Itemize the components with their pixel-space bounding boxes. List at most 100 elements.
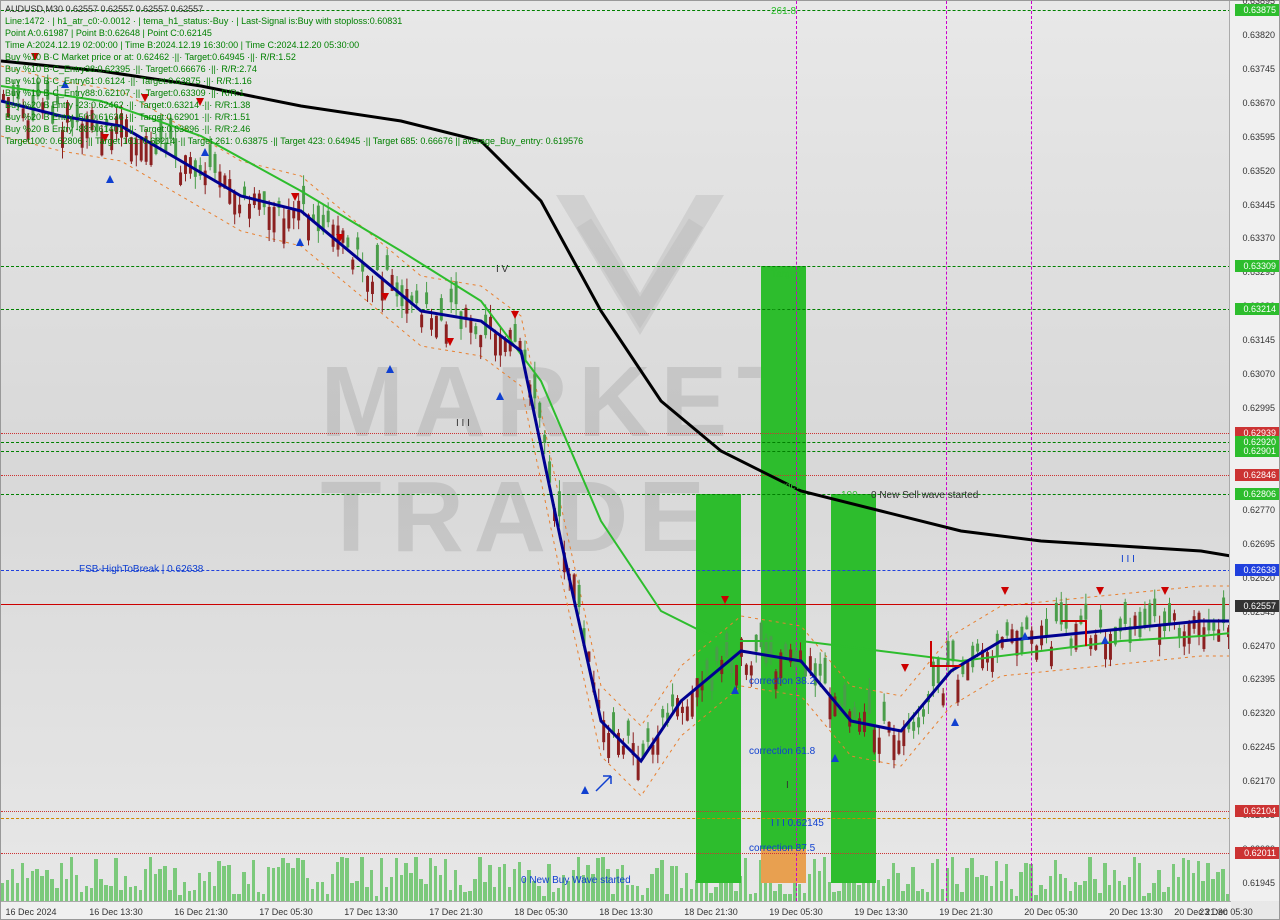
volume-bar (1157, 870, 1160, 901)
volume-bar (655, 868, 658, 901)
arrow-up-icon (951, 718, 959, 726)
y-tick: 0.63670 (1242, 98, 1275, 108)
volume-bar (114, 858, 117, 901)
volume-bar (1197, 861, 1200, 901)
volume-bar (1123, 885, 1126, 901)
y-tick: 0.63820 (1242, 30, 1275, 40)
volume-bar (631, 885, 634, 901)
volume-bar (503, 864, 506, 901)
orange-box (761, 849, 806, 883)
volume-bar (665, 894, 668, 901)
volume-bar (404, 863, 407, 901)
volume-bar (45, 870, 48, 901)
target-box (831, 494, 876, 883)
annotation-label: I (786, 780, 789, 791)
annotation-label: I I I 0.62145 (771, 818, 824, 829)
volume-bar (714, 887, 717, 901)
target-box (761, 266, 806, 883)
volume-bar (129, 887, 132, 901)
volume-bar (168, 890, 171, 901)
volume-bar (754, 893, 757, 901)
volume-bar (26, 878, 29, 901)
volume-bar (1182, 858, 1185, 901)
volume-bar (390, 877, 393, 901)
horizontal-level (1, 604, 1231, 605)
annotation-label: FSB-HighToBreak | 0.62638 (79, 564, 203, 575)
volume-bar (316, 882, 319, 901)
volume-bar (611, 894, 614, 901)
volume-bar (1088, 857, 1091, 901)
volume-bar (778, 884, 781, 901)
y-tick: 0.62470 (1242, 641, 1275, 651)
arrow-up-icon (386, 365, 394, 373)
volume-bar (675, 866, 678, 901)
watermark-logo (500, 139, 780, 419)
volume-bar (911, 867, 914, 901)
volume-bar (380, 858, 383, 901)
volume-bar (21, 863, 24, 901)
y-tick: 0.61945 (1242, 878, 1275, 888)
header-line: Buy %10 B·C_Entry61:0.6124 ·||· Target:0… (5, 76, 252, 86)
volume-bar (1098, 893, 1101, 901)
volume-bar (50, 879, 53, 901)
volume-bar (1192, 873, 1195, 901)
y-price-label: 0.62901 (1235, 445, 1279, 457)
horizontal-level (1, 811, 1231, 812)
arrow-down-icon (1096, 587, 1104, 595)
volume-bar (1108, 885, 1111, 901)
volume-bar (193, 890, 196, 901)
header-line: Buy %10 B·C_Entry38:0.62395 ·||· Target:… (5, 64, 257, 74)
volume-bar (1147, 893, 1150, 901)
horizontal-level (1, 494, 1231, 495)
volume-bar (1024, 863, 1027, 901)
volume-bar (926, 892, 929, 901)
volume-bar (887, 879, 890, 901)
volume-bar (217, 861, 220, 901)
volume-bar (650, 874, 653, 901)
header-line: Time A:2024.12.19 02:00:00 | Time B:2024… (5, 40, 359, 50)
volume-bar (444, 859, 447, 901)
volume-bar (1, 883, 4, 901)
annotation-label: I V (496, 264, 508, 275)
volume-bar (1177, 877, 1180, 901)
volume-bar (365, 887, 368, 901)
volume-bar (1187, 860, 1190, 901)
volume-bar (916, 891, 919, 901)
volume-bar (183, 882, 186, 901)
header-line: Buy %20 B Entry -23:0.62462 ·||· Target:… (5, 100, 250, 110)
chart-container[interactable]: MARKET TRADE AUDUSD,M30 0.62557 0.62557 … (0, 0, 1280, 920)
volume-bar (158, 869, 161, 901)
arrow-down-icon (1161, 587, 1169, 595)
volume-bar (16, 883, 19, 901)
volume-bar (970, 858, 973, 901)
volume-bar (208, 872, 211, 901)
volume-bar (513, 869, 516, 901)
volume-bar (478, 857, 481, 901)
annotation-label: 161.8 (771, 303, 796, 314)
volume-bar (360, 857, 363, 901)
volume-bar (203, 881, 206, 901)
volume-bar (1103, 863, 1106, 901)
annotation-label: 0 New Sell wave started (871, 490, 978, 501)
volume-bar (454, 870, 457, 901)
volume-bar (680, 888, 683, 901)
volume-bar (198, 873, 201, 901)
volume-bar (154, 874, 157, 901)
volume-bar (439, 875, 442, 901)
volume-bar (1039, 885, 1042, 901)
volume-bar (773, 891, 776, 901)
volume-bar (40, 876, 43, 901)
volume-bar (960, 892, 963, 901)
volume-bar (85, 886, 88, 901)
annotation-label: correction 61.8 (749, 746, 815, 757)
volume-bar (788, 894, 791, 901)
volume-bar (882, 886, 885, 901)
volume-bar (709, 893, 712, 901)
volume-bar (626, 885, 629, 901)
volume-bar (818, 871, 821, 901)
volume-bar (306, 878, 309, 901)
volume-bar (803, 893, 806, 901)
volume-bar (1044, 889, 1047, 901)
volume-bar (823, 857, 826, 901)
volume-bar (55, 888, 58, 901)
